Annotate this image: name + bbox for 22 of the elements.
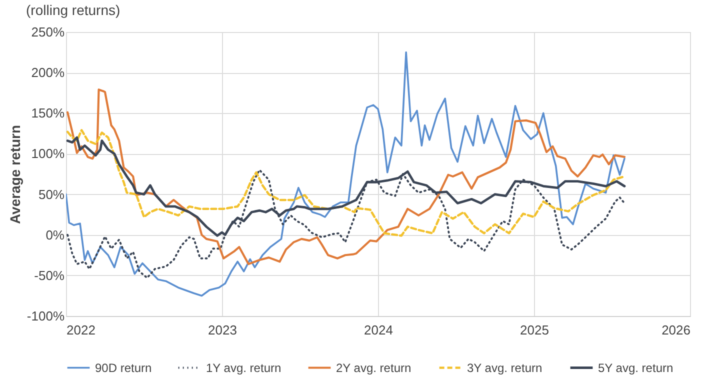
legend-label: 5Y avg. return [598,360,674,375]
y-tick-label: 0% [46,227,65,242]
legend-label: 1Y avg. return [206,360,282,375]
legend-label: 90D return [95,360,152,375]
y-tick-label: 100% [31,146,65,162]
x-tick-label: 2025 [520,322,549,338]
legend-label: 3Y avg. return [467,360,542,375]
chart-title: (rolling returns) [26,2,120,18]
y-tick-label: 200% [31,65,65,80]
y-tick-label: -100% [26,308,65,324]
y-tick-label: -50% [34,268,65,283]
y-axis-title: Average return [6,124,23,224]
line-series [66,51,626,297]
y-tick-label: 150% [31,106,65,121]
y-tick-label: 50% [38,186,65,202]
x-tick-label: 2023 [208,322,237,338]
x-tick-label: 2026 [662,322,690,338]
y-tick-label: 250% [31,24,65,40]
x-tick-label: 2024 [364,322,393,338]
legend-label: 2Y avg. return [336,360,412,375]
x-tick-label: 2022 [66,322,96,338]
line-series [66,88,626,266]
